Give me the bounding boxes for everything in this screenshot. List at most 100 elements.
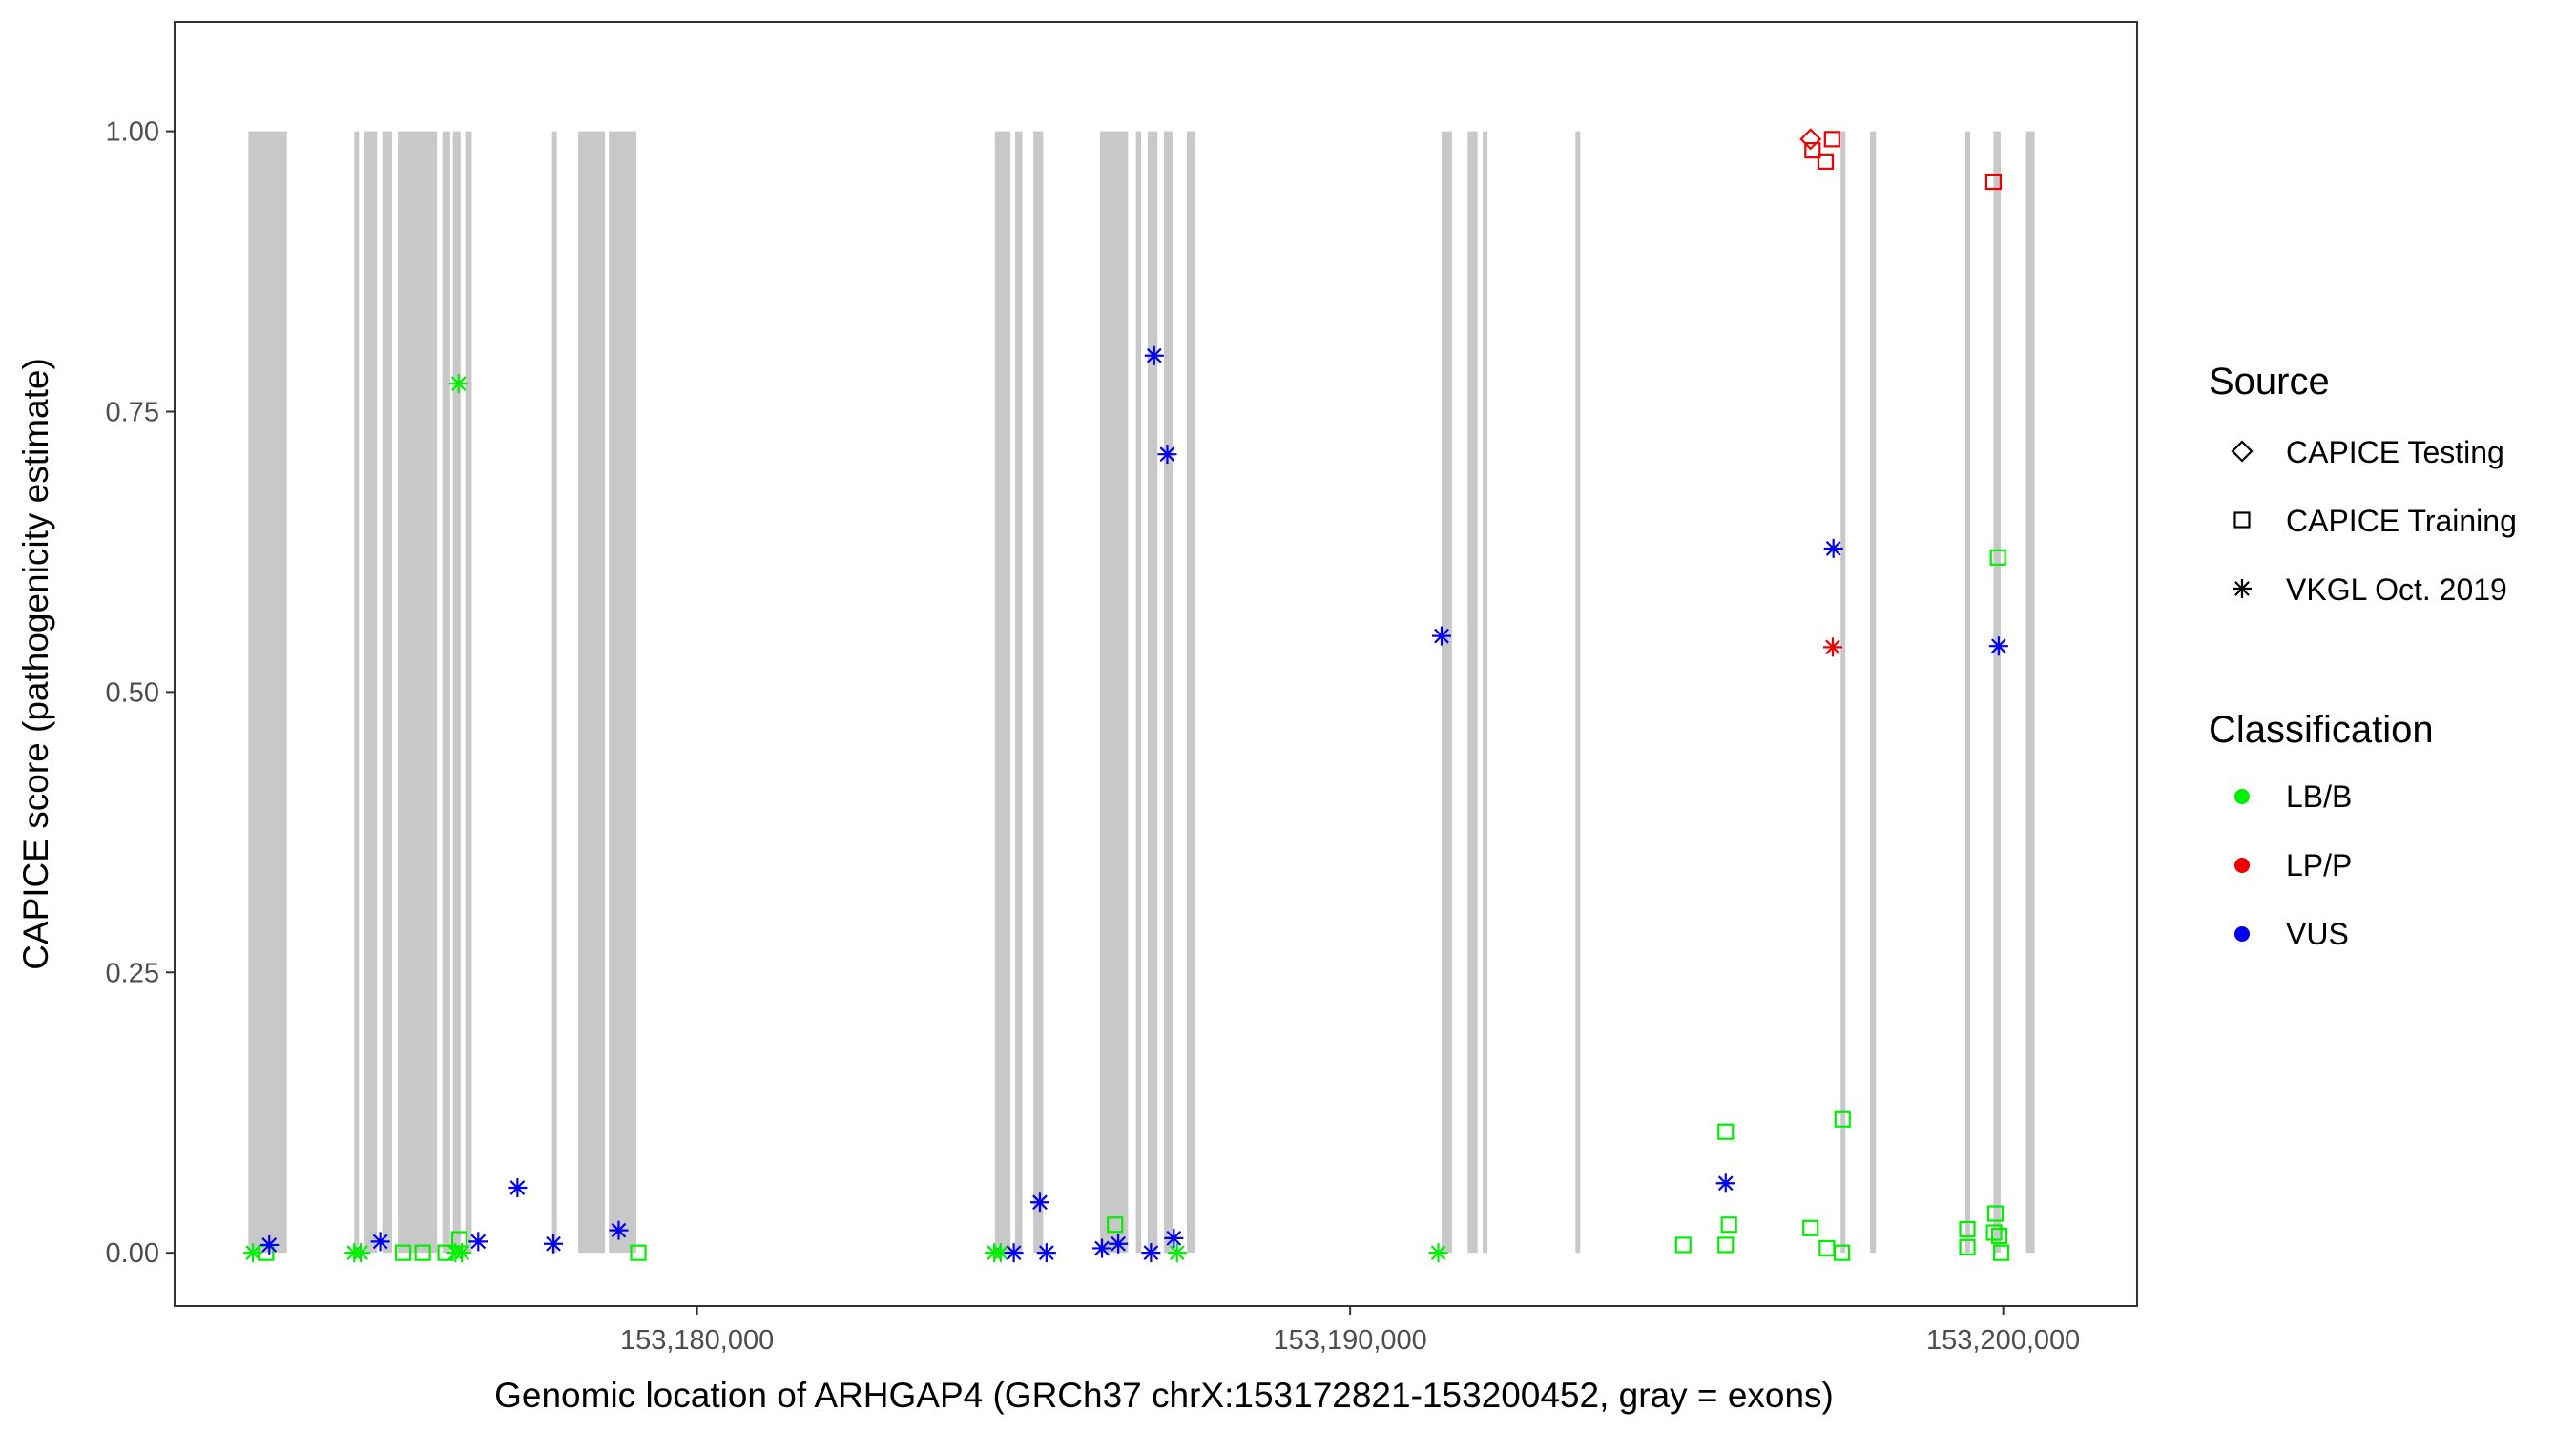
point-lpp-square-4 <box>1984 173 2003 191</box>
exon-band-1 <box>354 131 360 1254</box>
exon-band-27 <box>2025 131 2035 1254</box>
point-vus-asterisk-7 <box>1030 1192 1049 1213</box>
point-vus-asterisk-18 <box>1988 636 2008 656</box>
exon-band-20 <box>1467 131 1478 1254</box>
legend-label-lbb: LB/B <box>2286 779 2352 814</box>
legend-diamond-icon <box>2231 440 2254 463</box>
x-tick-label: 153,190,000 <box>1274 1325 1427 1356</box>
point-lpp-diamond-0 <box>1799 128 1822 151</box>
point-vus-asterisk-15 <box>1431 626 1451 646</box>
point-vus-asterisk-9 <box>1092 1238 1112 1258</box>
legend-label-capice-testing: CAPICE Testing <box>2286 435 2504 469</box>
point-lbb-square-31 <box>1989 549 2006 566</box>
x-axis: 153,180,000 153,190,000 153,200,000 <box>620 1306 2080 1356</box>
exon-band-16 <box>1147 131 1158 1254</box>
data-points <box>243 128 2010 1263</box>
exon-band-21 <box>1483 131 1488 1254</box>
exon-band-26 <box>1993 131 2001 1254</box>
legend-vus-dot-icon <box>2234 926 2250 942</box>
legend-label-vus: VUS <box>2286 917 2349 951</box>
exon-band-22 <box>1575 131 1581 1254</box>
point-lpp-asterisk-5 <box>1823 637 1843 657</box>
y-axis-title: CAPICE score (pathogenicity estimate) <box>16 358 55 970</box>
point-lbb-asterisk-0 <box>243 1243 263 1263</box>
panel-border <box>174 21 2138 1307</box>
exon-band-15 <box>1135 131 1142 1254</box>
exon-band-9 <box>578 131 606 1254</box>
exon-band-25 <box>1964 131 1970 1254</box>
exon-band-12 <box>1014 131 1023 1254</box>
exon-bands <box>248 131 2035 1254</box>
legend-item-vus: VUS <box>2234 917 2349 951</box>
legend-lbb-dot-icon <box>2234 789 2250 804</box>
exon-band-0 <box>248 131 287 1254</box>
point-vus-asterisk-3 <box>508 1177 528 1197</box>
point-lpp-square-1 <box>1804 142 1821 159</box>
exon-band-18 <box>1187 131 1195 1254</box>
point-lbb-asterisk-15 <box>1167 1243 1187 1263</box>
legend-lpp-dot-icon <box>2234 858 2250 873</box>
legend-classification-title: Classification <box>2209 709 2434 751</box>
exon-band-19 <box>1441 131 1452 1254</box>
exon-band-8 <box>551 131 557 1254</box>
point-vus-asterisk-12 <box>1164 1228 1184 1248</box>
point-lbb-square-29 <box>1990 1227 2008 1245</box>
point-lbb-square-18 <box>1717 1236 1735 1254</box>
exon-band-5 <box>442 131 450 1254</box>
point-lbb-square-14 <box>1107 1216 1124 1234</box>
exon-band-3 <box>382 131 392 1254</box>
point-vus-asterisk-0 <box>260 1234 280 1255</box>
point-lbb-square-21 <box>1802 1219 1819 1236</box>
legend-label-lpp: LP/P <box>2286 848 2352 882</box>
point-vus-asterisk-5 <box>544 1234 564 1254</box>
point-vus-asterisk-14 <box>1157 445 1177 465</box>
point-vus-asterisk-4 <box>609 1220 629 1240</box>
point-lbb-square-28 <box>1986 1205 2005 1222</box>
point-vus-asterisk-8 <box>1036 1243 1056 1263</box>
point-vus-asterisk-13 <box>1144 345 1164 365</box>
exon-band-6 <box>452 131 461 1254</box>
x-tick-label: 153,200,000 <box>1926 1325 2080 1356</box>
legend-asterisk-icon <box>2233 579 2252 598</box>
point-lpp-square-3 <box>1817 153 1835 170</box>
point-lbb-asterisk-10 <box>448 374 468 394</box>
point-vus-asterisk-2 <box>468 1232 488 1252</box>
point-lbb-square-11 <box>630 1244 647 1261</box>
point-lbb-square-25 <box>1959 1238 1976 1255</box>
point-lbb-asterisk-16 <box>1428 1243 1448 1263</box>
legend-item-vkgl: VKGL Oct. 2019 <box>2233 572 2507 607</box>
y-axis: 0.00 0.25 0.50 0.75 1.00 <box>106 117 175 1269</box>
legend-square-glyph <box>2233 511 2251 529</box>
legend-source-title: Source <box>2209 361 2330 403</box>
legend-label-capice-training: CAPICE Training <box>2286 504 2517 538</box>
legend-diamond-glyph <box>2231 440 2254 463</box>
exon-band-14 <box>1099 131 1129 1254</box>
exon-band-4 <box>398 131 438 1254</box>
point-vus-asterisk-10 <box>1109 1234 1129 1254</box>
point-lbb-square-4 <box>394 1244 412 1261</box>
x-axis-title: Genomic location of ARHGAP4 (GRCh37 chrX… <box>494 1376 1834 1415</box>
exon-band-7 <box>465 131 472 1254</box>
exon-band-13 <box>1033 131 1044 1254</box>
point-lbb-square-19 <box>1717 1123 1735 1140</box>
point-lbb-square-23 <box>1833 1244 1851 1261</box>
exon-band-10 <box>609 131 636 1254</box>
exon-band-11 <box>994 131 1011 1254</box>
point-lbb-square-30 <box>1993 1244 2010 1261</box>
point-vus-asterisk-6 <box>1004 1243 1024 1263</box>
point-lbb-square-17 <box>1674 1236 1692 1254</box>
legend: Source CAPICE Testing CAPICE Training VK… <box>2209 361 2517 951</box>
x-tick-label: 153,180,000 <box>620 1325 774 1356</box>
y-tick-label: 0.75 <box>106 398 159 428</box>
point-lbb-asterisk-8 <box>452 1243 472 1263</box>
y-tick-label: 0.00 <box>106 1238 159 1269</box>
legend-item-capice-training: CAPICE Training <box>2233 504 2517 538</box>
legend-item-capice-testing: CAPICE Testing <box>2231 435 2504 469</box>
point-lbb-square-20 <box>1720 1216 1737 1234</box>
point-vus-asterisk-16 <box>1715 1173 1735 1193</box>
point-lbb-square-26 <box>1959 1220 1976 1238</box>
point-lpp-square-2 <box>1823 131 1840 148</box>
point-lbb-square-9 <box>450 1231 468 1248</box>
point-vus-asterisk-11 <box>1141 1243 1161 1263</box>
exon-band-2 <box>364 131 378 1254</box>
